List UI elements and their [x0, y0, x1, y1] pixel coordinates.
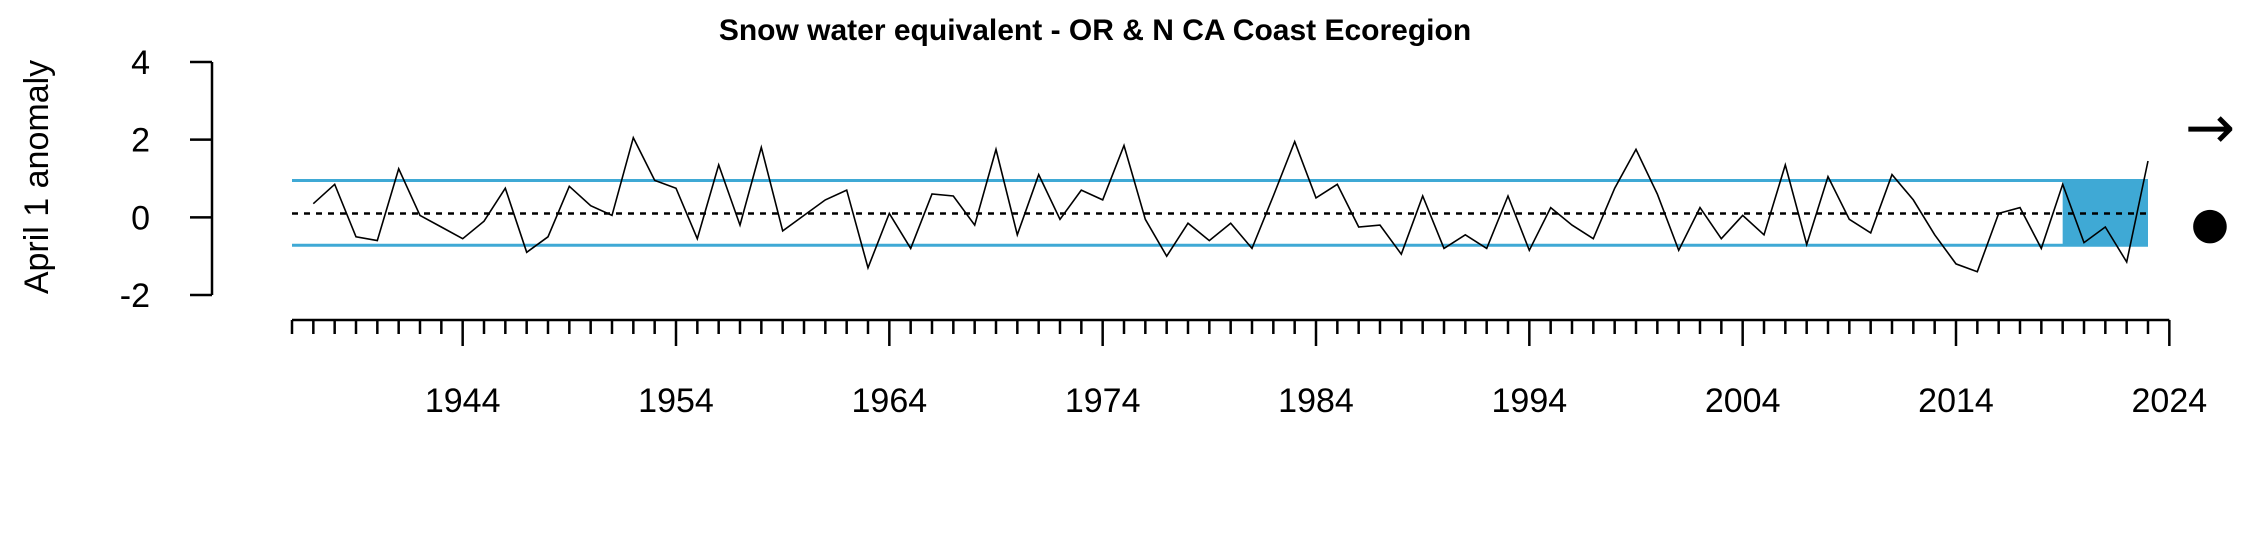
y-axis-label: April 1 anomaly — [18, 60, 56, 294]
x-tick-label: 1954 — [638, 382, 714, 420]
status-dot-icon: ● — [2191, 198, 2229, 249]
series-line — [312, 135, 2149, 273]
x-tick-label: 2004 — [1705, 382, 1781, 420]
plot-area: -2 0 2 4 1944 1954 1964 1974 1984 1994 2004 2014 202… — [120, 44, 2207, 420]
y-tick-label: 2 — [131, 122, 150, 160]
x-tick-label: 2024 — [2132, 382, 2208, 420]
y-tick-label: 0 — [131, 199, 150, 237]
x-tick-label: 1944 — [425, 382, 501, 420]
x-tick-label: 1964 — [852, 382, 928, 420]
x-tick-label: 1994 — [1492, 382, 1568, 420]
y-tick-label: 4 — [131, 44, 150, 82]
x-tick-label: 1974 — [1065, 382, 1141, 420]
chart-title: Snow water equivalent - OR & N CA Coast … — [719, 14, 1471, 47]
x-tick-label: 2014 — [1918, 382, 1994, 420]
trend-arrow-icon: → — [2185, 93, 2235, 163]
x-tick-label: 1984 — [1278, 382, 1354, 420]
y-tick-label: -2 — [120, 277, 150, 315]
